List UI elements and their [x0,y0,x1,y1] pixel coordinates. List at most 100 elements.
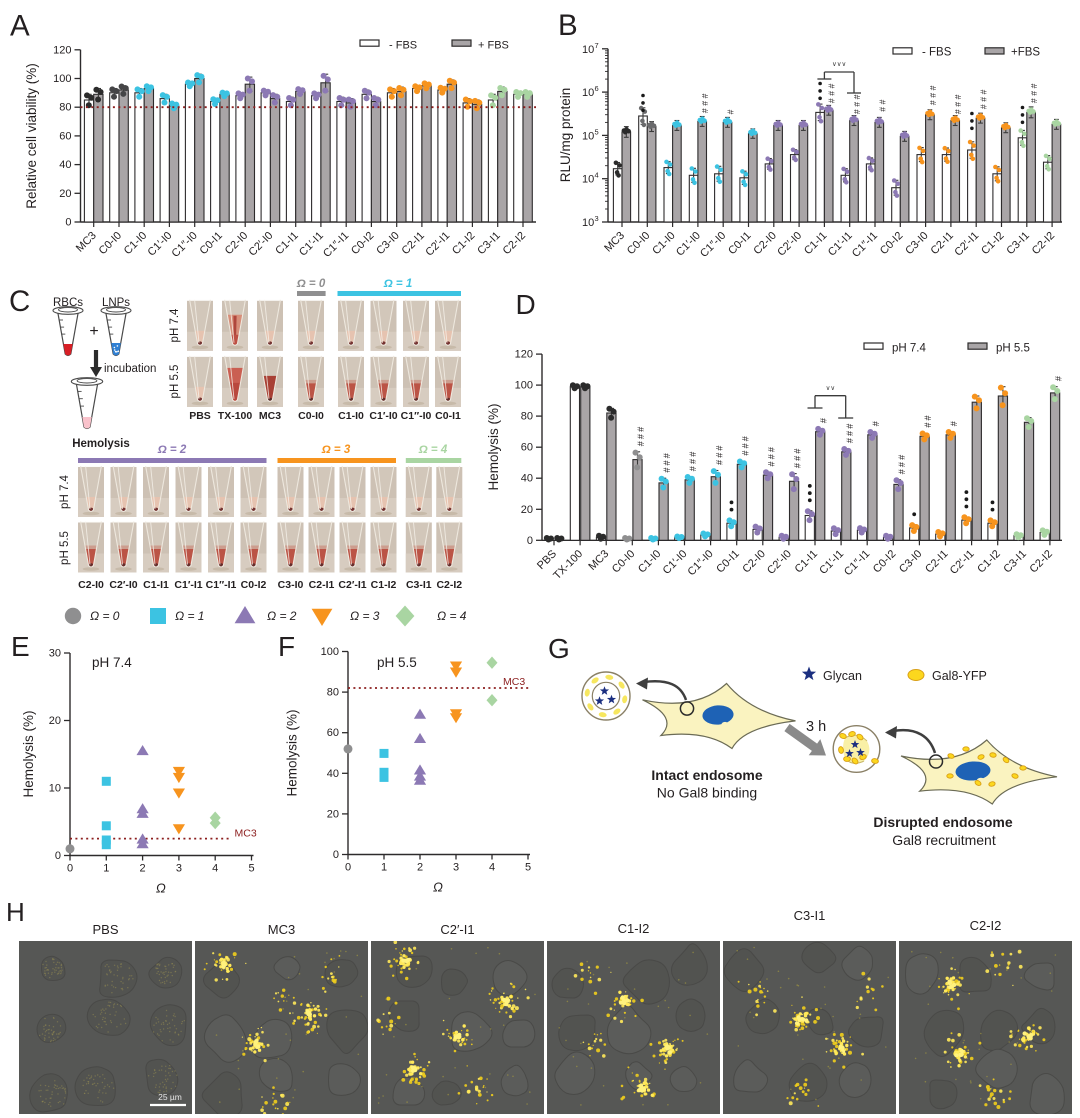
svg-text:0: 0 [65,217,71,229]
svg-text:#: # [897,455,907,460]
svg-text:RLU/mg protein: RLU/mg protein [558,88,573,183]
svg-text:D: D [516,289,536,320]
svg-text:Ω = 1: Ω = 1 [175,609,204,623]
svg-text:#: # [827,91,837,96]
svg-text:Ω = 2: Ω = 2 [157,444,187,456]
svg-text:1: 1 [103,863,109,875]
svg-text:C2′-I0: C2′-I0 [109,579,137,591]
svg-text:Ω = 4: Ω = 4 [437,609,467,623]
svg-text:incubation: incubation [104,363,156,375]
svg-text:C2-I2: C2-I2 [970,918,1002,933]
svg-text:10: 10 [582,87,594,99]
svg-text:G: G [548,633,570,664]
svg-text:#: # [636,441,646,446]
svg-text:#: # [953,109,963,114]
svg-text:3 h: 3 h [806,719,826,735]
svg-text:10: 10 [582,130,594,142]
svg-text:80: 80 [327,687,339,699]
svg-text:#: # [844,431,854,436]
svg-text:5: 5 [248,863,254,875]
svg-text:#: # [714,446,724,451]
svg-text:#: # [662,460,672,465]
svg-text:Gal8-YFP: Gal8-YFP [932,669,987,683]
svg-text:#: # [792,456,802,461]
svg-text:∨∨∨: ∨∨∨ [832,61,847,68]
svg-text:#: # [852,109,862,114]
svg-text:MC3: MC3 [503,676,525,688]
svg-text:80: 80 [59,102,71,114]
svg-text:#: # [662,468,672,473]
svg-text:#: # [700,108,710,113]
svg-text:10: 10 [582,174,594,186]
svg-text:5: 5 [595,127,599,136]
svg-text:Hemolysis: Hemolysis [72,438,130,450]
svg-text:#: # [662,453,672,458]
svg-text:#: # [714,453,724,458]
svg-text:10: 10 [582,44,594,56]
svg-text:2: 2 [417,862,423,874]
svg-text:Hemolysis (%): Hemolysis (%) [21,710,36,797]
svg-text:LNPs: LNPs [102,297,130,309]
svg-text:#: # [726,110,736,115]
svg-text:Ω = 0: Ω = 0 [90,609,120,623]
svg-text:TX-100: TX-100 [218,410,253,422]
svg-text:+: + [89,323,98,340]
svg-text:4: 4 [212,863,218,875]
svg-text:0: 0 [527,535,533,547]
svg-text:Relative cell viability (%): Relative cell viability (%) [24,63,39,209]
svg-text:#: # [766,447,776,452]
svg-text:Hemolysis (%): Hemolysis (%) [486,403,501,490]
svg-text:#: # [870,421,880,426]
svg-text:C0-I0: C0-I0 [298,410,324,422]
svg-text:#: # [953,95,963,100]
svg-text:Ω = 3: Ω = 3 [350,609,380,623]
svg-text:pH 7.4: pH 7.4 [169,308,181,342]
svg-text:#: # [1029,91,1039,96]
svg-text:#: # [688,459,698,464]
svg-text:25 µm: 25 µm [158,1092,182,1102]
svg-text:#: # [700,101,710,106]
svg-text:4: 4 [489,862,495,874]
svg-text:+ FBS: + FBS [478,40,509,52]
svg-text:100: 100 [515,380,533,392]
svg-text:H: H [6,897,25,927]
svg-text:20: 20 [49,715,61,727]
svg-text:C2′-I1: C2′-I1 [338,579,366,591]
svg-text:0: 0 [333,849,339,861]
svg-text:No Gal8 binding: No Gal8 binding [657,785,757,801]
svg-text:3: 3 [176,863,182,875]
svg-text:#: # [740,451,750,456]
svg-text:#: # [979,90,989,95]
svg-text:100: 100 [321,646,339,658]
svg-text:#: # [844,424,854,429]
svg-text:pH 5.5: pH 5.5 [169,365,181,399]
svg-text:#: # [949,421,959,426]
svg-text:Ω = 1: Ω = 1 [383,278,412,290]
svg-text:#: # [827,98,837,103]
svg-text:C: C [9,285,30,318]
svg-text:C3-I1: C3-I1 [794,908,826,923]
svg-text:C2-I1: C2-I1 [309,579,335,591]
svg-text:PBS: PBS [92,922,118,937]
svg-text:C2-I2: C2-I2 [436,579,462,591]
svg-text:20: 20 [327,808,339,820]
svg-text:MC3: MC3 [259,410,281,422]
svg-text:C0-I2: C0-I2 [241,579,267,591]
svg-text:RBCs: RBCs [53,297,83,309]
svg-text:#: # [792,463,802,468]
svg-text:40: 40 [327,768,339,780]
svg-text:0: 0 [345,862,351,874]
svg-text:6: 6 [595,84,599,93]
svg-text:#: # [766,461,776,466]
svg-text:Hemolysis (%): Hemolysis (%) [285,709,300,796]
svg-text:#: # [688,466,698,471]
svg-text:0: 0 [55,850,61,862]
svg-text:A: A [10,10,30,43]
svg-text:- FBS: - FBS [389,40,417,52]
svg-text:pH 7.4: pH 7.4 [892,343,926,355]
svg-text:+FBS: +FBS [1011,47,1040,59]
svg-text:120: 120 [53,44,71,56]
svg-text:Ω: Ω [156,881,166,896]
svg-text:4: 4 [595,171,599,180]
svg-text:#: # [979,97,989,102]
